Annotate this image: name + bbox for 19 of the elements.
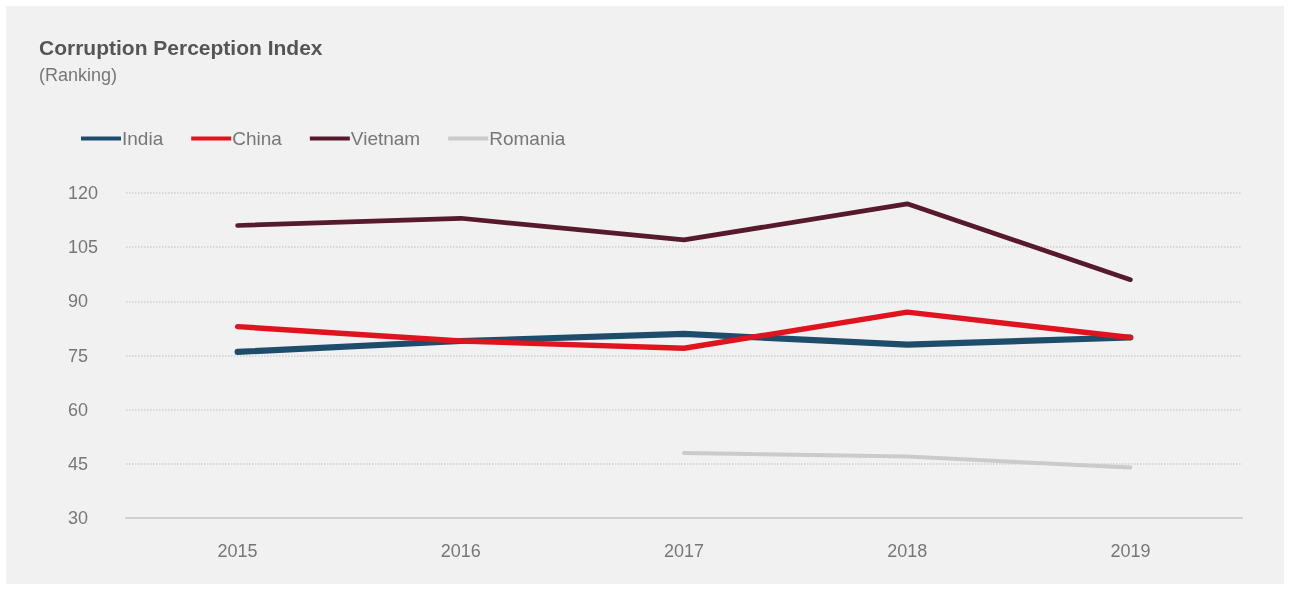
y-tick-label: 105 <box>68 237 99 258</box>
chart-title: Corruption Perception Index <box>39 36 323 59</box>
x-tick-label: 2019 <box>1110 541 1151 561</box>
y-tick-label: 90 <box>68 291 89 312</box>
y-tick-label: 45 <box>68 453 89 474</box>
y-tick-label: 60 <box>68 399 89 420</box>
chart-subtitle: (Ranking) <box>39 65 118 85</box>
legend-label: China <box>232 128 283 149</box>
legend-label: Vietnam <box>350 128 421 149</box>
legend-label: Romania <box>489 128 566 149</box>
x-tick-label: 2015 <box>217 541 258 561</box>
x-tick-label: 2018 <box>887 541 928 561</box>
x-tick-label: 2017 <box>663 541 705 561</box>
legend-label: India <box>122 128 164 149</box>
y-tick-label: 120 <box>68 183 99 203</box>
y-tick-label: 75 <box>68 345 89 366</box>
y-tick-label: 30 <box>68 508 89 528</box>
line-series <box>235 201 1133 283</box>
x-tick-label: 2016 <box>440 541 481 561</box>
